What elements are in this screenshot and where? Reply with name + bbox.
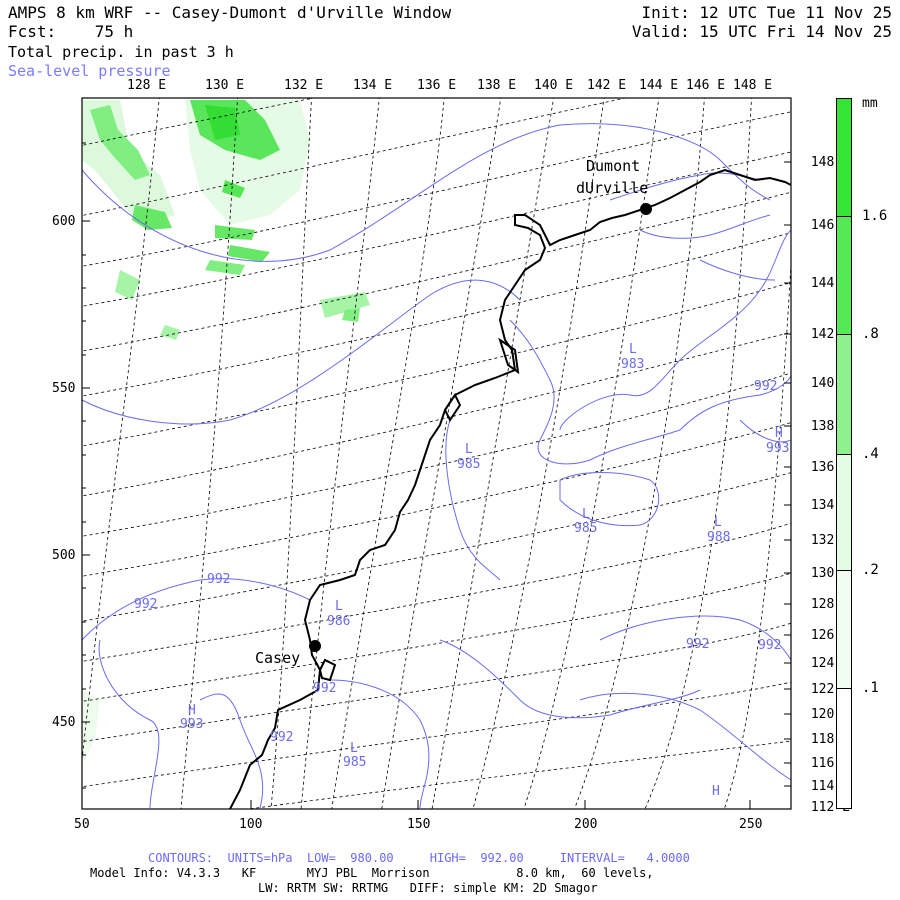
colorbar-tick-label: .8 (862, 326, 879, 342)
model-physics-info: LW: RRTM SW: RRTMG DIFF: simple KM: 2D S… (258, 881, 598, 895)
contour-label: 992 (686, 637, 710, 652)
station-marker-casey (309, 640, 321, 652)
init-time: Init: 12 UTC Tue 11 Nov 25 (641, 3, 892, 22)
pressure-centre-value: 986 (327, 614, 351, 629)
contour-label: 992 (754, 379, 778, 394)
grid-x-label: 50 (74, 817, 90, 832)
pressure-centre-symbol: H (188, 703, 196, 718)
colorbar-segment (836, 688, 852, 809)
grid-y-label: 500 (52, 548, 76, 563)
grid-x-label: 200 (574, 817, 598, 832)
grid-x-label: 150 (407, 817, 431, 832)
lon-label-top: 146 E (686, 78, 726, 93)
lon-label-top: 132 E (284, 78, 324, 93)
contour-label: 992 (270, 730, 294, 745)
pressure-centre-value: 993 (180, 717, 204, 732)
lon-label-top: 134 E (353, 78, 393, 93)
pressure-centre-symbol: L (335, 599, 343, 614)
station-marker-dumont (640, 203, 652, 215)
colorbar-segment (836, 334, 852, 456)
lon-label-top: 138 E (477, 78, 517, 93)
lon-label-top: 142 E (587, 78, 627, 93)
pressure-centre-value: 985 (574, 521, 598, 536)
colorbar-segment (836, 98, 852, 218)
pressure-centre-value: 983 (621, 357, 645, 372)
pressure-centre-symbol: L (714, 515, 722, 530)
grid-x-label: 250 (739, 817, 763, 832)
pressure-centre-value: 993 (766, 441, 790, 456)
contour-field-title: Sea-level pressure (8, 62, 171, 80)
colorbar-unit: mm (862, 96, 878, 111)
pressure-centre-symbol: L (582, 507, 590, 522)
precip-shading (82, 100, 370, 760)
graticule (82, 98, 791, 809)
station-label-dumont-line1: Dumont (586, 157, 641, 175)
colorbar-tick-label: .1 (862, 680, 879, 696)
grid-y-label: 450 (52, 715, 76, 730)
pressure-centre-symbol: L (629, 342, 637, 357)
grid-y-label: 600 (52, 214, 76, 229)
lon-label-top: 128 E (127, 78, 167, 93)
colorbar-tick-label: .2 (862, 562, 879, 578)
contour-label: 992 (313, 681, 337, 696)
pressure-centre-symbol: L (465, 442, 473, 457)
grid-y-label: 550 (52, 381, 76, 396)
colorbar-tick-label: 1.6 (862, 208, 888, 224)
colorbar-tick-label: .4 (862, 446, 879, 462)
field-title: Total precip. in past 3 h (8, 43, 234, 61)
pressure-centre-value: 988 (707, 530, 731, 545)
colorbar-segment (836, 570, 852, 690)
colorbar-segment (836, 454, 852, 572)
forecast-hour: Fcst: 75 h (8, 22, 134, 41)
lon-label-top: 144 E (639, 78, 679, 93)
grid-x-label: 100 (239, 817, 263, 832)
pressure-centre-symbol: H (775, 426, 783, 441)
station-label-casey: Casey (255, 649, 301, 667)
contour-label: 992 (134, 597, 158, 612)
coastline (229, 168, 791, 809)
contour-label: 992 (207, 572, 231, 587)
contour-label: 992 (758, 638, 782, 653)
lon-label-top: 140 E (534, 78, 574, 93)
contour-info: CONTOURS: UNITS=hPa LOW= 980.00 HIGH= 99… (148, 851, 690, 865)
lon-label-top: 136 E (417, 78, 457, 93)
station-label-dumont-line2: dUrville (576, 179, 649, 197)
pressure-centre-symbol: H (712, 784, 720, 799)
pressure-centre-value: 985 (343, 755, 367, 770)
pressure-centre-symbol: L (350, 741, 358, 756)
valid-time: Valid: 15 UTC Fri 14 Nov 25 (631, 22, 892, 41)
model-info: Model Info: V4.3.3 KF MYJ PBL Morrison 8… (90, 866, 654, 880)
lon-label-top: 130 E (205, 78, 245, 93)
lon-label-top: 148 E (733, 78, 773, 93)
product-title: AMPS 8 km WRF -- Casey-Dumont d'Urville … (8, 3, 452, 22)
pressure-centre-value: 985 (457, 457, 481, 472)
colorbar-segment (836, 216, 852, 336)
